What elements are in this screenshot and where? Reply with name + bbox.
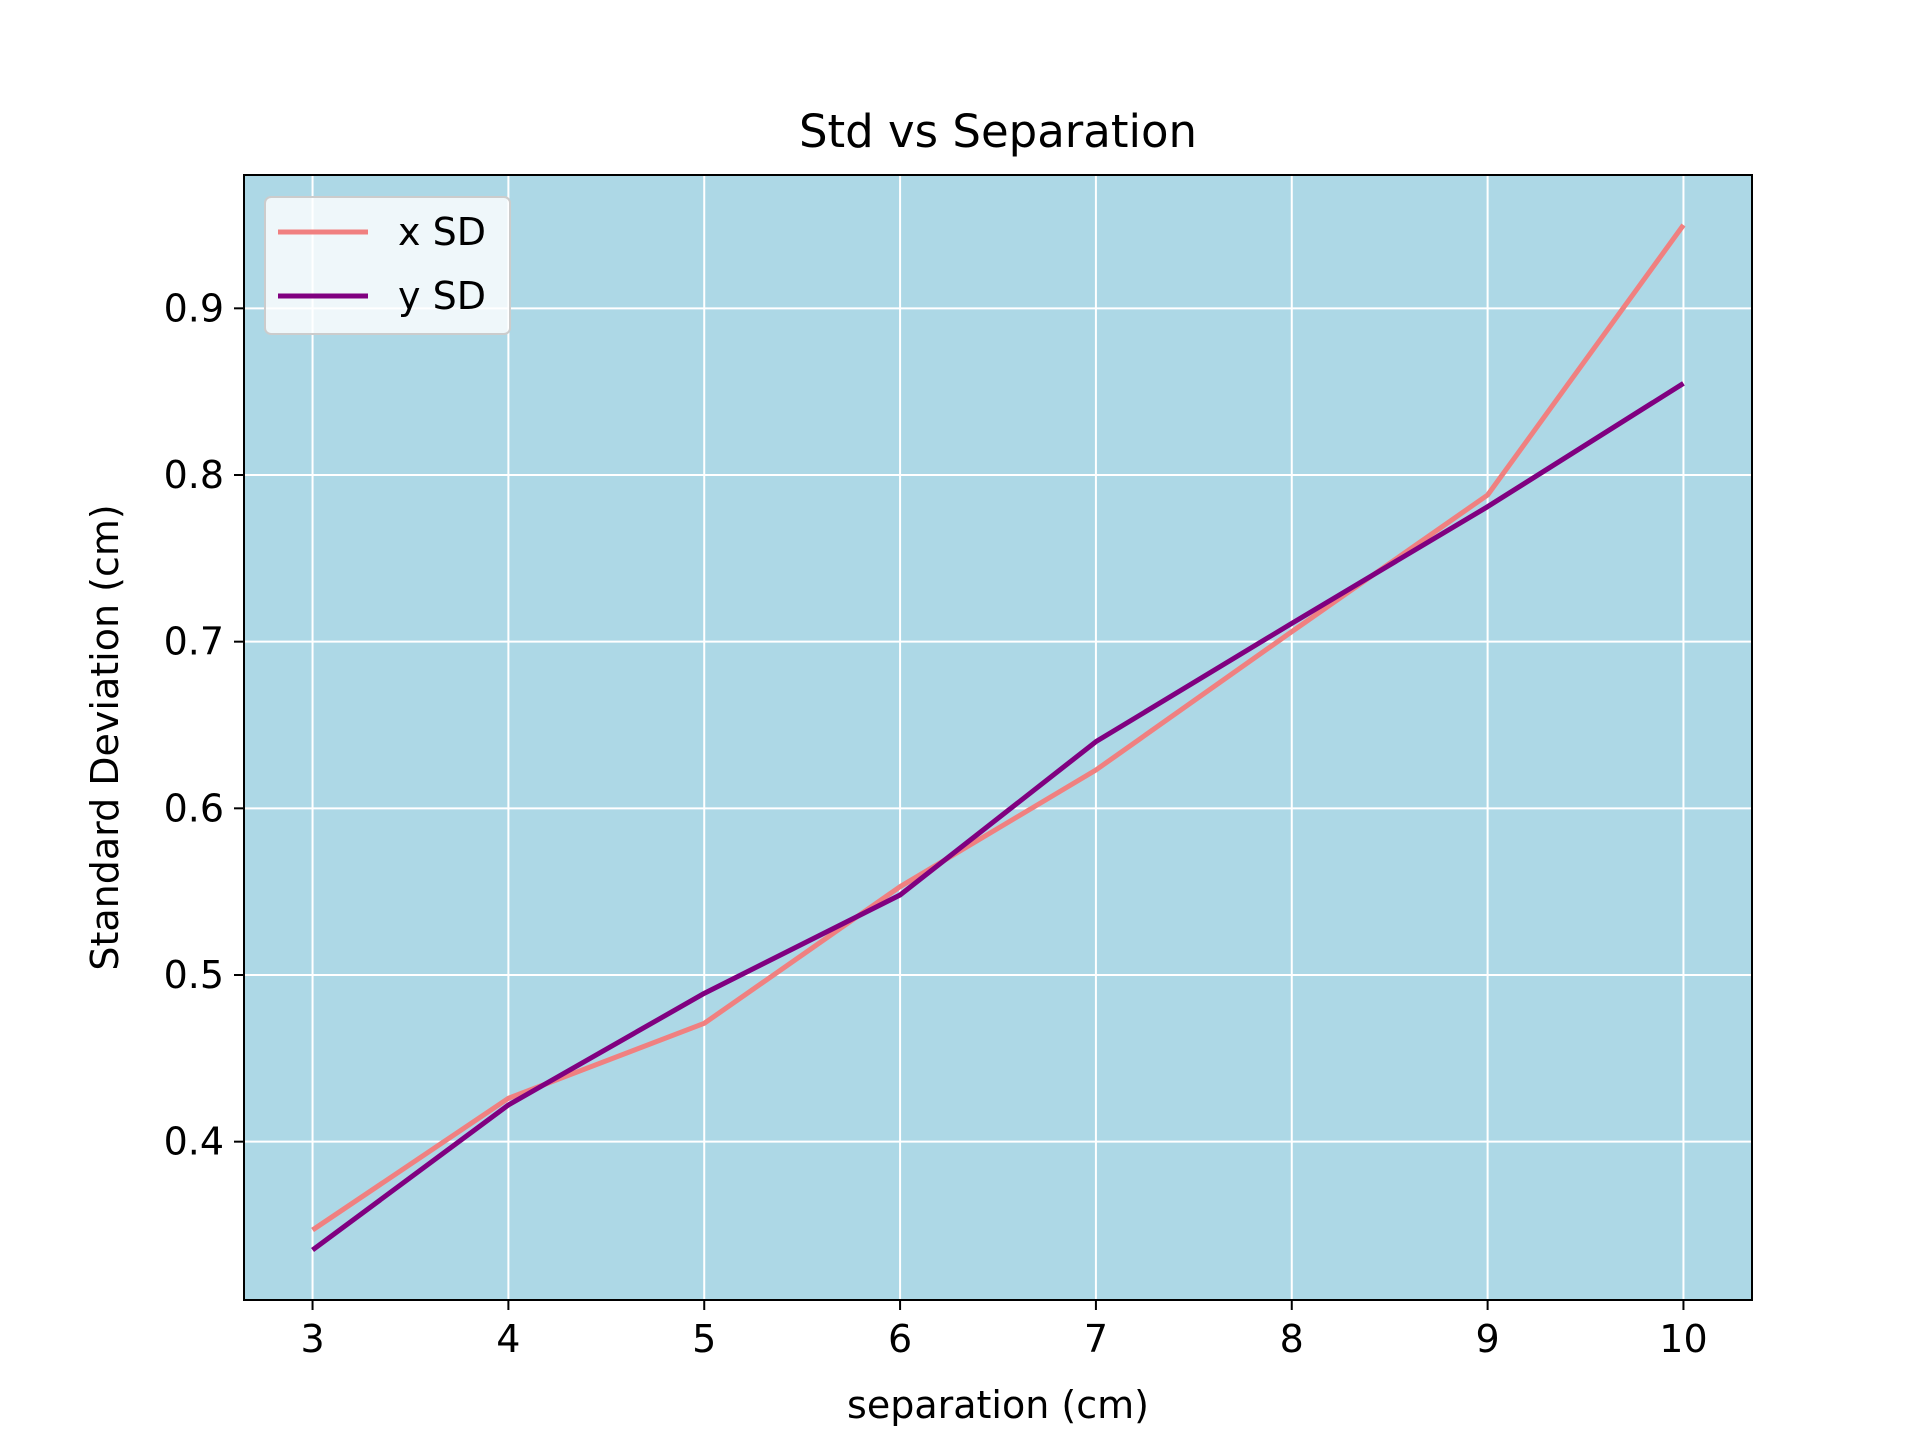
x-axis-label: separation (cm) [847, 1383, 1149, 1427]
y-tick-label: 0.8 [164, 453, 224, 497]
y-tick-label: 0.7 [164, 620, 224, 664]
series-lines [311, 223, 1686, 1253]
x-tick-label: 3 [300, 1317, 324, 1361]
legend-label: y SD [398, 274, 486, 318]
legend-label: x SD [398, 210, 486, 254]
x-tick-label: 10 [1659, 1317, 1707, 1361]
x-tick-label: 5 [692, 1317, 716, 1361]
x-tick-label: 4 [496, 1317, 520, 1361]
y-tick-label: 0.6 [164, 786, 224, 830]
x-tick-label: 8 [1280, 1317, 1304, 1361]
grid-lines [244, 175, 1752, 1300]
y-axis-label: Standard Deviation (cm) [83, 504, 127, 970]
legend: x SD y SD [264, 196, 511, 335]
plot-frame [243, 174, 1753, 1301]
y-tick-label: 0.5 [164, 953, 224, 997]
series-line-y-sd [311, 381, 1685, 1253]
x-axis-ticks: 3 4 5 6 7 8 9 10 [300, 1300, 1708, 1361]
x-tick-label: 6 [888, 1317, 912, 1361]
chart-title: Std vs Separation [799, 105, 1197, 158]
y-axis-ticks: 0.4 0.5 0.6 0.7 0.8 0.9 [164, 286, 244, 1164]
x-tick-label: 7 [1084, 1317, 1108, 1361]
x-tick-label: 9 [1476, 1317, 1500, 1361]
y-tick-label: 0.4 [164, 1120, 224, 1164]
y-tick-label: 0.9 [164, 286, 224, 330]
